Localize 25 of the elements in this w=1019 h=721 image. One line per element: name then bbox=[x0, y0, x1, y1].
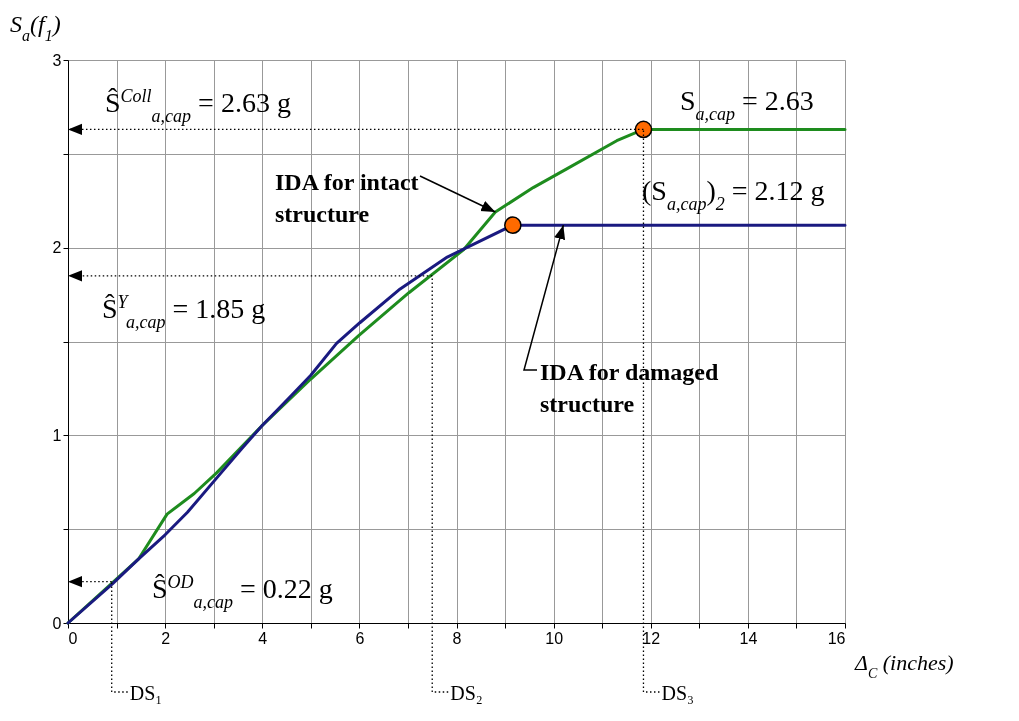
x-tick-label: 2 bbox=[161, 629, 171, 647]
annotation: DS₁ bbox=[129, 682, 163, 704]
annotation: (S$_{a,cap}$)$_{2}$ = 2.12 g bbox=[642, 175, 825, 214]
x-tick-label: 10 bbox=[545, 629, 564, 647]
x-tick-label: 4 bbox=[258, 629, 268, 647]
annotation: Ŝ$^{OD}$$_{a,cap}$ = 0.22 g bbox=[152, 572, 333, 612]
x-axis-title: Δ$_{C}$ (inches) bbox=[854, 650, 954, 681]
y-tick-label: 0 bbox=[52, 614, 62, 632]
y-tick-label: 2 bbox=[52, 239, 62, 257]
annotation: DS₃ bbox=[661, 682, 695, 704]
x-tick-label: 16 bbox=[827, 629, 846, 647]
annotation: IDA for intact structure bbox=[275, 169, 419, 227]
annotation: DS₂ bbox=[450, 682, 483, 704]
y-tick-label: 1 bbox=[52, 426, 62, 444]
x-tick-label: 8 bbox=[452, 629, 462, 647]
y-axis-title: S$_{a}$(f$_{1}$) bbox=[10, 11, 61, 44]
annotation: S$_{a,cap}$ = 2.63 bbox=[680, 85, 814, 124]
annotation: Ŝ$^{Y}$$_{a,cap}$ = 1.85 g bbox=[102, 292, 266, 332]
x-tick-label: 12 bbox=[642, 629, 661, 647]
x-tick-label: 0 bbox=[68, 629, 78, 647]
annotation: IDA for damaged structure bbox=[540, 359, 719, 417]
annotation: Ŝ$^{Coll}$$_{a,cap}$ = 2.63 g bbox=[105, 86, 291, 126]
y-tick-label: 3 bbox=[52, 51, 62, 69]
x-tick-label: 14 bbox=[739, 629, 758, 647]
x-tick-label: 6 bbox=[355, 629, 365, 647]
